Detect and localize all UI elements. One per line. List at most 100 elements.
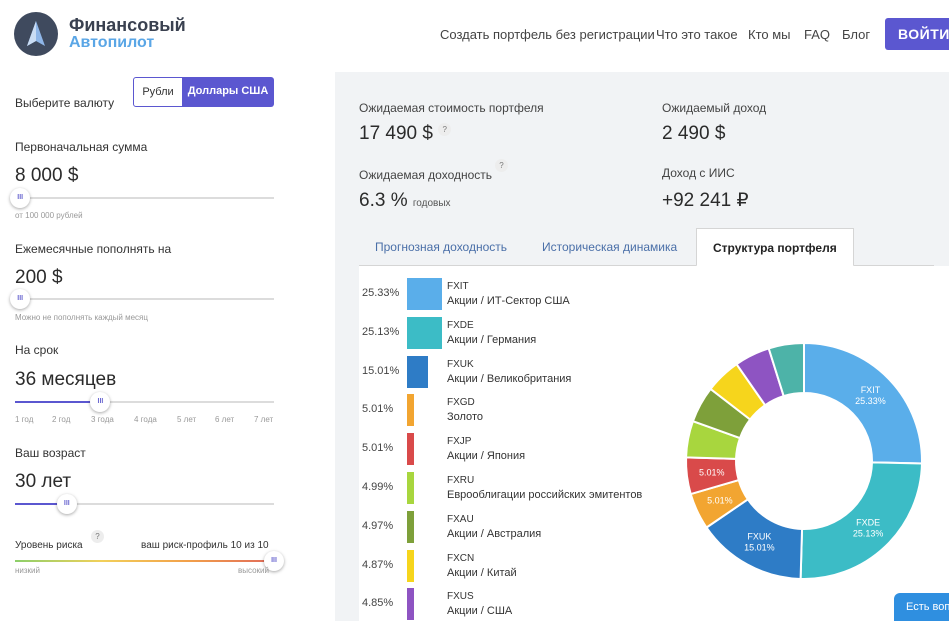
question-icon[interactable]: ? xyxy=(438,123,452,136)
nav-what-is-it[interactable]: Что это такое xyxy=(656,27,738,42)
tab-history[interactable]: Историческая динамика xyxy=(542,240,678,254)
currency-label: Выберите валюту xyxy=(15,96,115,110)
allocation-bar xyxy=(407,278,442,310)
allocation-row: 15.01% FXUK Акции / Великобритания xyxy=(359,355,679,390)
term-tick: 6 лет xyxy=(215,415,235,424)
risk-label-text: Уровень риска xyxy=(15,540,83,551)
initial-amount-slider[interactable]: III xyxy=(10,188,274,208)
allocation-description: Акции / Великобритания xyxy=(447,372,572,385)
donut-slice-fxit[interactable] xyxy=(803,341,923,465)
currency-usd-button[interactable]: Доллары США xyxy=(182,77,274,107)
initial-amount-value: 8 000 $ xyxy=(15,165,79,186)
donut-slice-fxde[interactable] xyxy=(799,461,923,580)
allocation-percent: 4.99% xyxy=(362,481,394,493)
expected-income: 2 490 $ xyxy=(662,123,726,144)
allocation-percent: 4.87% xyxy=(362,558,394,571)
allocation-row: 5.01% FXJP Акции / Япония xyxy=(359,433,679,467)
allocation-bar xyxy=(407,588,414,621)
allocation-ticker: FXCN xyxy=(447,552,475,564)
logo-title[interactable]: Финансовый xyxy=(69,15,186,35)
logo-icon[interactable] xyxy=(14,12,58,56)
term-tick: 1 год xyxy=(15,415,34,424)
iis-value: +92 241 ₽ xyxy=(662,190,749,211)
slider-thumb[interactable]: III xyxy=(264,551,284,571)
allocation-ticker: FXAU xyxy=(447,513,474,525)
iis-label: Доход с ИИС xyxy=(662,166,735,180)
allocation-ticker: FXUS xyxy=(447,591,474,603)
allocation-ticker: FXGD xyxy=(447,397,475,409)
allocation-row: 4.97% FXAU Акции / Австралия xyxy=(359,510,679,545)
allocation-row: 5.01% FXGD Золото xyxy=(359,394,679,428)
donut-label: 5.01% xyxy=(699,468,725,478)
question-icon[interactable]: ? xyxy=(91,530,104,543)
risk-profile-text: ваш риск-профиль 10 из 10 xyxy=(141,540,269,551)
slider-thumb[interactable]: III xyxy=(10,289,31,309)
age-value: 30 лет xyxy=(15,471,72,492)
login-button[interactable]: ВОЙТИ xyxy=(885,18,949,50)
logo-subtitle[interactable]: Автопилот xyxy=(69,34,155,51)
nav-blog[interactable]: Блог xyxy=(842,27,871,42)
allocation-donut-chart: FXIT 25.33% FXDE 25.13% FXUK 15.01% 5.01% 5.01% xyxy=(685,341,923,580)
allocation-description: Акции / Китай xyxy=(447,566,517,579)
donut-label: 5.01% xyxy=(707,496,733,506)
expected-return: 6.3 % годовых xyxy=(359,190,451,212)
allocation-description: Золото xyxy=(447,411,483,424)
monthly-slider[interactable]: III xyxy=(10,289,274,309)
risk-help-icon[interactable]: ? xyxy=(91,530,104,548)
slider-thumb[interactable]: III xyxy=(56,494,77,514)
results-tabs: Прогнозная доходность Историческая динам… xyxy=(359,228,934,267)
slider-thumb[interactable]: III xyxy=(10,188,31,208)
allocation-description: Акции / ИТ-Сектор США xyxy=(447,295,570,307)
expected-value: 17 490 $ ? xyxy=(359,123,452,145)
allocation-bar xyxy=(407,510,414,543)
results-panel: Ожидаемая стоимость портфеля 17 490 $ ? … xyxy=(335,72,949,621)
term-tick: 5 лет xyxy=(177,415,197,424)
donut-label: FXDE 25.13% xyxy=(853,517,884,538)
term-label: На срок xyxy=(15,343,59,357)
term-value: 36 месяцев xyxy=(15,369,117,390)
allocation-ticker: FXIT xyxy=(447,281,469,292)
allocation-percent: 4.97% xyxy=(362,519,394,532)
allocation-row: 25.33% FXIT Акции / ИТ-Сектор США xyxy=(359,278,679,312)
calculator-panel: Выберите валюту Рубли Доллары США Первон… xyxy=(0,70,335,621)
nav-faq[interactable]: FAQ xyxy=(804,27,831,42)
allocation-bar xyxy=(407,316,442,349)
donut-slice-other[interactable] xyxy=(767,341,805,398)
allocation-row: 4.87% FXCN Акции / Китай xyxy=(359,549,679,584)
risk-low-label: низкий xyxy=(15,566,40,575)
expected-value-label: Ожидаемая стоимость портфеля xyxy=(359,101,544,115)
risk-slider[interactable]: III xyxy=(15,551,284,571)
term-slider[interactable]: III xyxy=(15,392,274,412)
tab-structure[interactable]: Структура портфеля xyxy=(696,228,854,267)
currency-rub-button[interactable]: Рубли xyxy=(133,77,183,107)
allocation-percent: 25.33% xyxy=(362,287,400,299)
question-icon[interactable]: ? xyxy=(495,159,508,172)
donut-label: FXUK 15.01% xyxy=(744,532,775,553)
slider-thumb[interactable]: III xyxy=(90,392,111,412)
allocation-bar xyxy=(407,472,414,504)
expected-return-text: 6.3 % xyxy=(359,190,408,211)
allocation-percent: 4.85% xyxy=(362,597,394,610)
monthly-label: Ежемесячные пополнять на xyxy=(15,242,172,256)
initial-amount-label: Первоначальная сумма xyxy=(15,140,148,154)
allocation-row: 4.85% FXUS Акции / США xyxy=(359,588,679,621)
expected-value-text: 17 490 $ xyxy=(359,123,433,144)
allocation-description: Акции / Австралия xyxy=(447,527,542,540)
monthly-value: 200 $ xyxy=(15,267,63,288)
allocation-bar xyxy=(407,355,428,388)
return-help-icon[interactable]: ? xyxy=(495,159,508,177)
age-label: Ваш возраст xyxy=(15,446,86,460)
structure-content: 25.33% FXIT Акции / ИТ-Сектор США 25.13% FXD… xyxy=(359,266,949,621)
allocation-percent: 15.01% xyxy=(362,364,400,377)
allocation-bar xyxy=(407,549,414,582)
nav-about-us[interactable]: Кто мы xyxy=(748,27,791,42)
allocation-description: Акции / Германия xyxy=(447,333,537,346)
allocation-ticker: FXUK xyxy=(447,358,474,370)
allocation-row: 4.99% FXRU Еврооблигации российских эмитен… xyxy=(359,472,679,506)
monthly-hint: Можно не пополнять каждый месяц xyxy=(15,313,148,322)
tab-forecast[interactable]: Прогнозная доходность xyxy=(375,240,508,254)
age-slider[interactable]: III xyxy=(15,494,274,514)
chat-button[interactable]: Есть воп xyxy=(894,593,949,621)
allocation-description: Еврооблигации российских эмитентов xyxy=(447,489,643,501)
nav-create-portfolio[interactable]: Создать портфель без регистрации xyxy=(440,27,655,42)
